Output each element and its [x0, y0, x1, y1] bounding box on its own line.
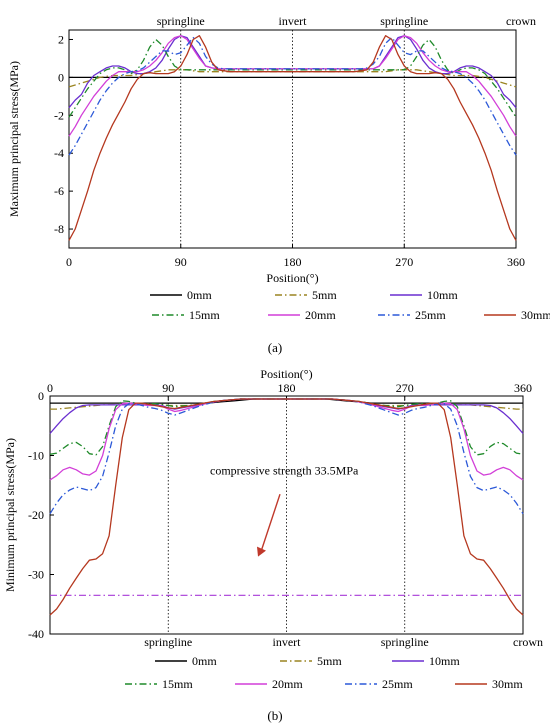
chart-a-xtick-label: 270	[395, 255, 413, 269]
chart-b-annotation-springline-0: springline	[144, 635, 192, 649]
chart-a-caption: (a)	[268, 340, 282, 355]
chart-b-legend-label-10mm: 10mm	[429, 654, 460, 668]
chart-a-x-axis-label: Position(°)	[266, 271, 318, 285]
chart-a-series-line-25mm	[68, 36, 517, 156]
chart-a-xtick-label: 90	[175, 255, 187, 269]
chart-a-annotation-crown-3: crown	[506, 14, 536, 28]
chart-a-legend-label-10mm: 10mm	[427, 288, 458, 302]
chart-b-legend-label-25mm: 25mm	[382, 677, 413, 691]
chart-b-annotation-invert-1: invert	[273, 635, 302, 649]
chart-a-legend-label-0mm: 0mm	[187, 288, 212, 302]
chart-b-xtick-label: 180	[278, 381, 296, 395]
chart-b-arrow-head	[257, 546, 266, 557]
chart-b-ytick-label: -10	[28, 449, 44, 463]
chart-b-reference-label: compressive strength 33.5MPa	[210, 464, 359, 478]
chart-b-ytick-label: 0	[38, 389, 44, 403]
chart-a-legend-label-5mm: 5mm	[312, 288, 337, 302]
chart-a-legend-label-30mm: 30mm	[521, 308, 550, 322]
chart-b-legend-label-15mm: 15mm	[162, 677, 193, 691]
chart-a-xtick-label: 0	[66, 255, 72, 269]
chart-a-annotation-springline-0: springline	[157, 14, 205, 28]
chart-a-legend-label-15mm: 15mm	[189, 308, 220, 322]
chart-b-xtick-label: 270	[396, 381, 414, 395]
chart-b-legend-label-5mm: 5mm	[317, 654, 342, 668]
chart-a-annotation-invert-1: invert	[279, 14, 308, 28]
chart-a-xtick-label: 360	[507, 255, 525, 269]
chart-a-annotation-springline-2: springline	[380, 14, 428, 28]
chart-b-ytick-label: -40	[28, 627, 44, 641]
chart-a-y-axis-label: Maximum principal stress(MPa)	[7, 61, 21, 217]
chart-b-y-axis-label: Minimum principal stress(MPa)	[3, 438, 17, 592]
chart-a-ytick-label: -6	[54, 184, 64, 198]
chart-b-x-axis-label: Position(°)	[260, 367, 312, 381]
chart-a-legend-label-25mm: 25mm	[415, 308, 446, 322]
chart-b-series-line-30mm	[49, 398, 524, 616]
chart-b-ytick-label: -30	[28, 568, 44, 582]
chart-b-annotation-springline-2: springline	[381, 635, 429, 649]
chart-b-xtick-label: 90	[162, 381, 174, 395]
chart-a-ytick-label: 2	[58, 32, 64, 46]
chart-a-series-line-15mm	[68, 38, 517, 118]
chart-a-series-line-30mm	[68, 35, 517, 241]
chart-a-ytick-label: -2	[54, 108, 64, 122]
chart-a-ytick-label: -4	[54, 146, 64, 160]
chart-a-legend-label-20mm: 20mm	[305, 308, 336, 322]
chart-a-ytick-label: -8	[54, 222, 64, 236]
chart-b-annotation-crown-3: crown	[513, 635, 543, 649]
chart-a-series-line-20mm	[68, 35, 517, 137]
chart-b-legend-label-0mm: 0mm	[192, 654, 217, 668]
chart-b-xtick-label: 360	[514, 381, 532, 395]
chart-b-caption: (b)	[267, 708, 282, 723]
chart-b-legend-label-30mm: 30mm	[492, 677, 523, 691]
chart-b-legend-label-20mm: 20mm	[272, 677, 303, 691]
chart-b-series-line-25mm	[49, 398, 524, 515]
chart-a-xtick-label: 180	[284, 255, 302, 269]
chart-a-ytick-label: 0	[58, 70, 64, 84]
chart-b-ytick-label: -20	[28, 508, 44, 522]
chart-b-xtick-label: 0	[47, 381, 53, 395]
chart-b-arrow-shaft	[260, 493, 281, 552]
